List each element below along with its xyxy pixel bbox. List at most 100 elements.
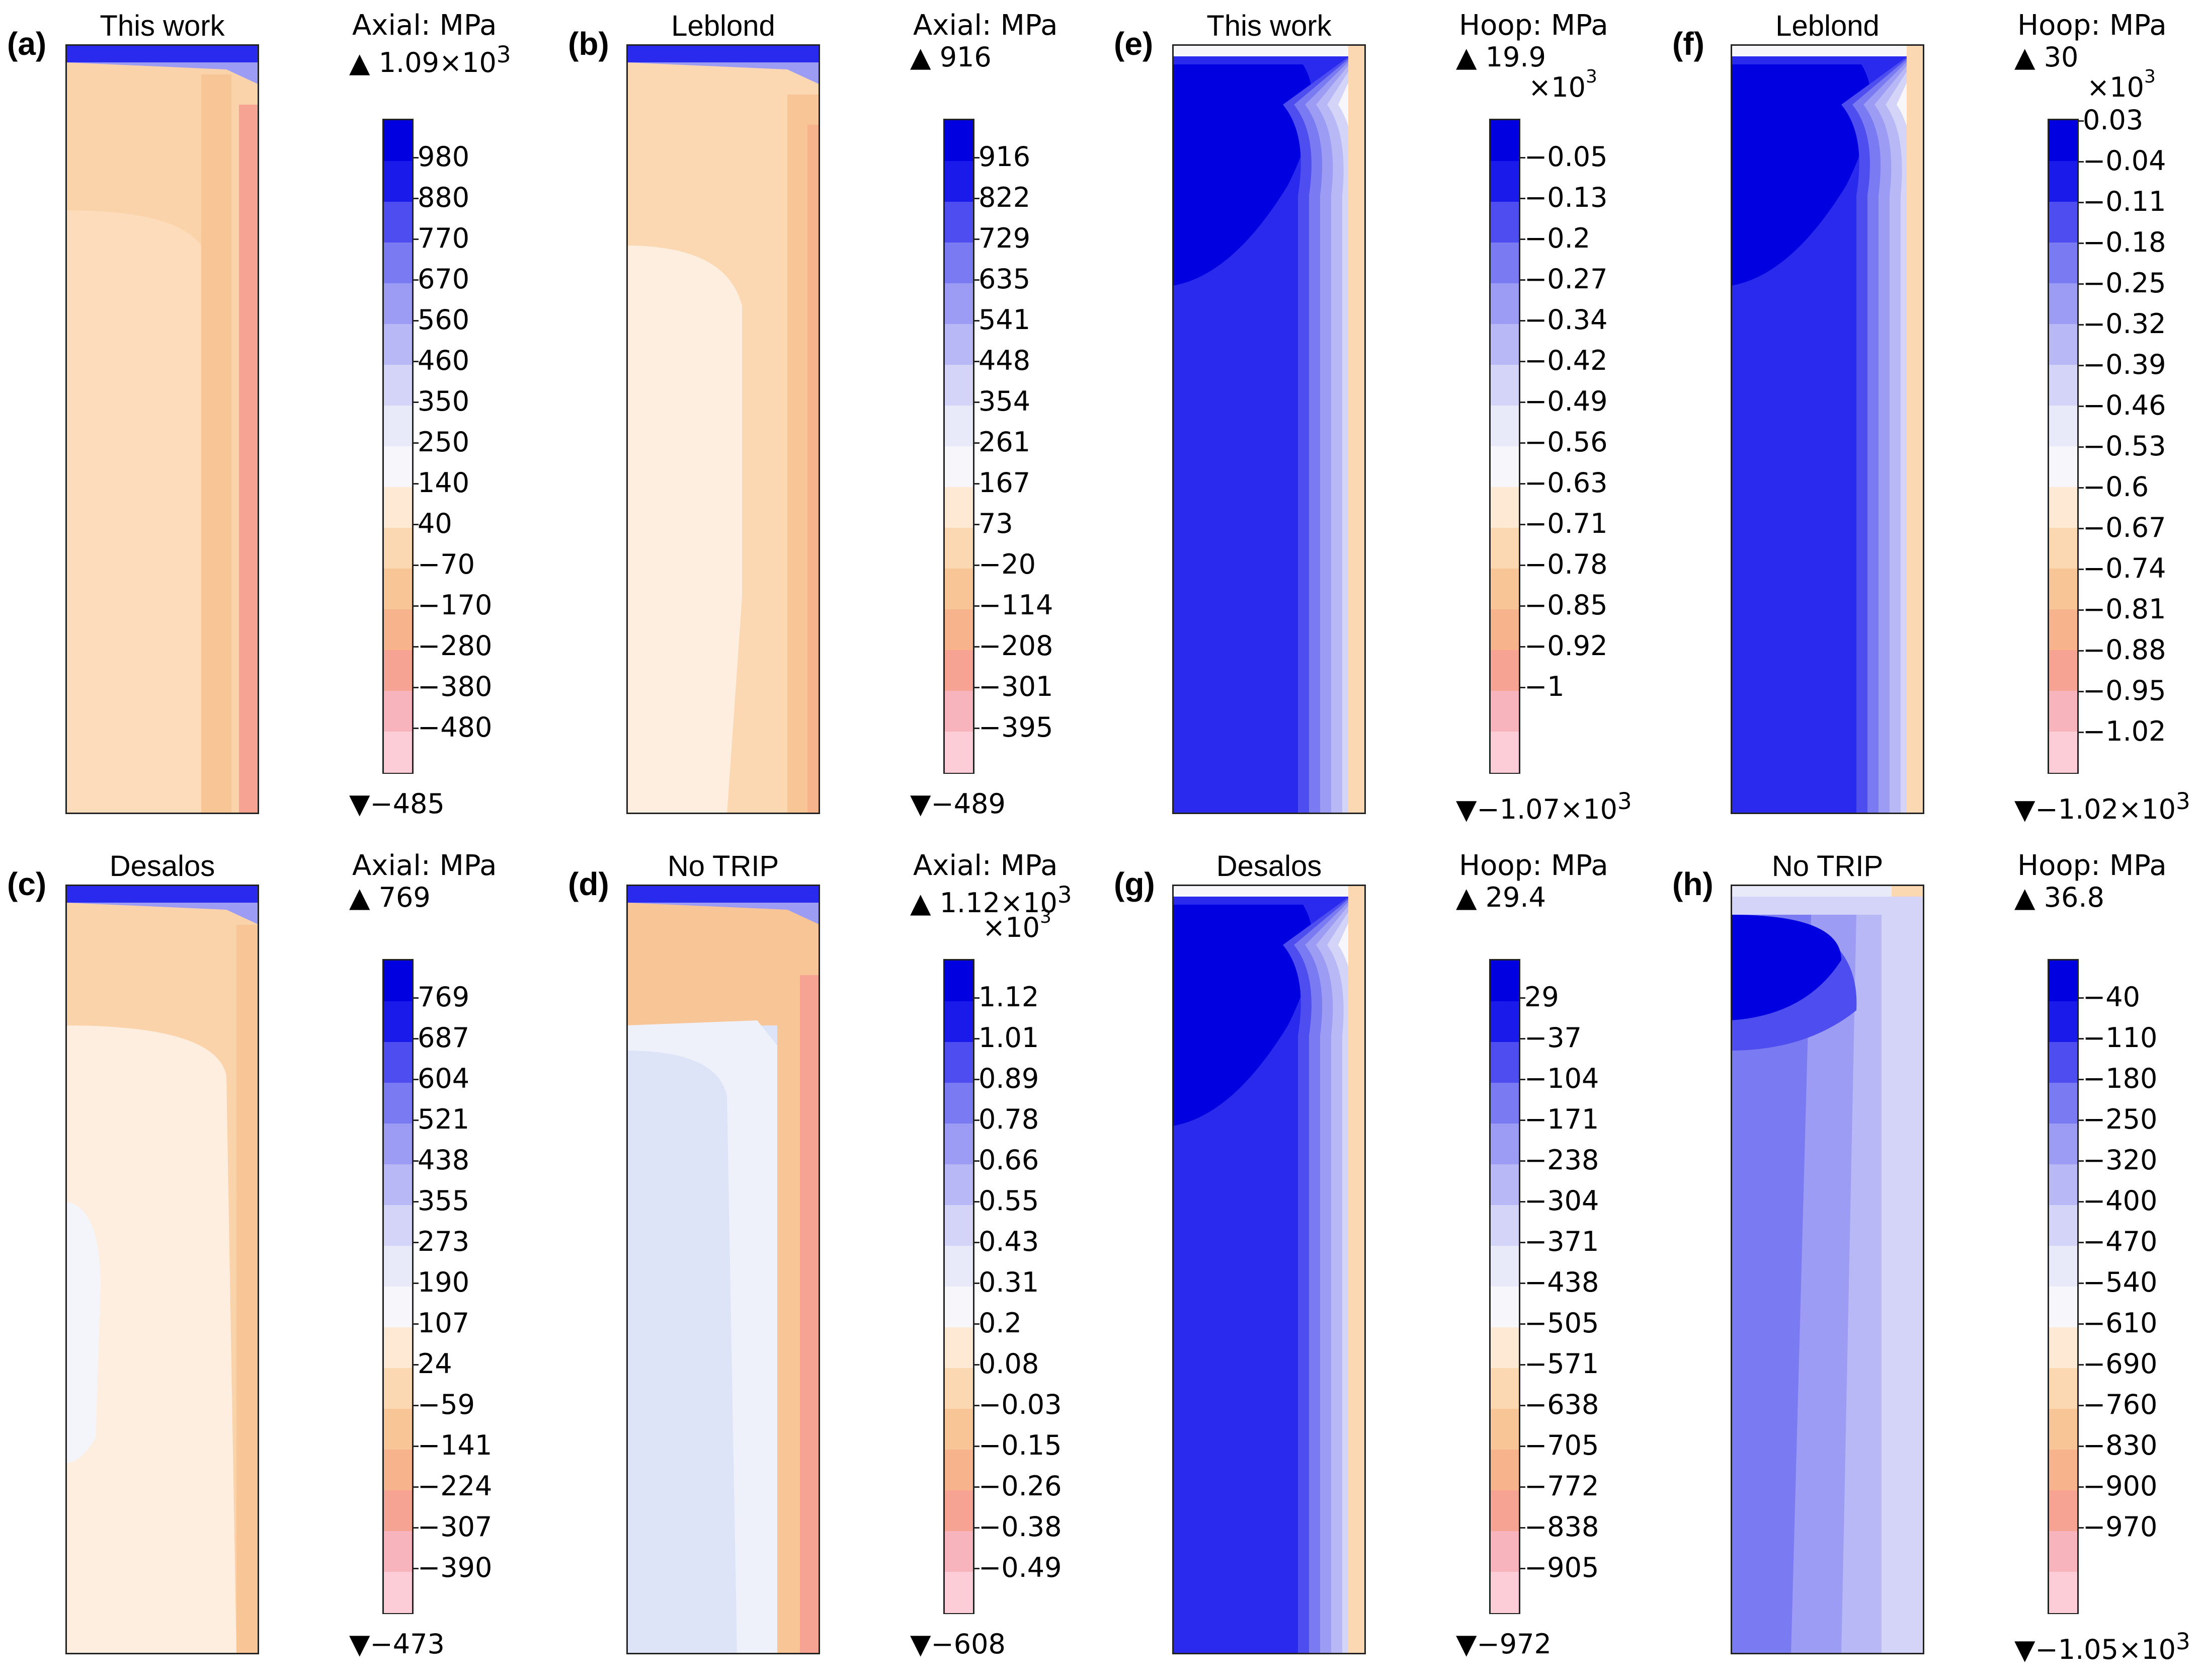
colorbar-tick-mark [2078,650,2084,652]
min-value-text: −489 [931,788,1006,820]
colorbar-segment [945,202,973,243]
multiplier-text: ×10 [1528,71,1586,103]
colorbar-tick-mark [2078,243,2084,244]
colorbar-tick-label: 24 [418,1347,452,1380]
colorbar-segment [1491,1124,1519,1165]
colorbar-tick-label: −610 [2083,1307,2158,1339]
colorbar-tick-mark [1519,1364,1525,1366]
colorbar-tick-mark [973,1160,980,1162]
colorbar-segment [2049,1327,2077,1369]
colorbar-segment [945,1205,973,1246]
colorbar-tick-label: −0.11 [2083,186,2166,217]
legend-max-value: ▲ 769 [349,882,431,913]
colorbar-tick-label: −301 [979,670,1053,702]
colorbar-tick-label: −772 [1524,1470,1599,1502]
colorbar-tick-label: 1.12 [979,981,1039,1013]
colorbar-tick-mark [973,1282,980,1284]
panel-h: (h) No TRIP Hoop: MPa ▲ 36.8 −40 −110 −180 −250… [1665,840,2201,1680]
colorbar-segment [2049,569,2077,610]
colorbar-tick-label: −0.42 [1524,344,1608,376]
max-value-text: 29.4 [1485,882,1546,913]
colorbar-tick-mark [2078,1404,2084,1406]
colorbar-segment [1491,569,1519,610]
contour-fill [65,885,259,1654]
legend-max-value: ▲ 29.4 [1456,882,1546,913]
colorbar-segment [384,1490,412,1532]
colorbar-segment [384,1246,412,1287]
colorbar-tick-mark [2078,1201,2084,1203]
contour-fill [626,44,820,814]
colorbar-segment [2049,324,2077,365]
colorbar-tick-label: 604 [418,1062,470,1094]
colorbar-tick-mark [973,1323,980,1325]
colorbar-tick-label: −0.81 [2083,593,2166,625]
colorbar-segment [1491,1572,1519,1613]
colorbar-segment [2049,161,2077,202]
colorbar-segment [2049,1083,2077,1124]
legend-title: Axial: MPa [352,849,497,882]
colorbar-tick-label: −380 [418,670,493,702]
min-value-text: −473 [370,1628,445,1660]
colorbar-tick-mark [973,1486,980,1488]
colorbar-tick-label: 1.01 [979,1021,1039,1054]
colorbar-segment [384,161,412,202]
colorbar-tick-label: −114 [979,589,1053,621]
colorbar-segment [2049,1124,2077,1165]
colorbar-tick-label: −0.6 [2083,471,2149,503]
colorbar-tick-label: 0.2 [979,1307,1022,1339]
colorbar-tick-label: 687 [418,1021,470,1054]
legend-title: Hoop: MPa [1459,849,1608,882]
max-value-text: 769 [378,882,431,913]
panel-title: Leblond [1775,10,1880,42]
colorbar-tick-label: −905 [1524,1551,1599,1583]
colorbar-segment [1491,1531,1519,1572]
plot-border [626,885,820,1654]
colorbar [1489,119,1520,774]
colorbar-tick-label: −0.49 [1524,385,1608,417]
colorbar-tick-mark [413,564,419,566]
colorbar-segment [384,243,412,284]
colorbar-segment [384,283,412,325]
colorbar-segment [1491,1083,1519,1124]
colorbar-segment [945,243,973,284]
colorbar-segment [2049,1246,2077,1287]
colorbar-segment [384,1572,412,1613]
colorbar-segment [1491,1205,1519,1246]
colorbar-segment [2049,1409,2077,1450]
colorbar-segment [1491,120,1519,162]
panel-title: No TRIP [667,850,779,883]
colorbar-tick-label: 190 [418,1266,470,1298]
colorbar-tick-mark [1519,564,1525,566]
colorbar-tick-label: 355 [418,1184,470,1217]
colorbar-tick-label: 167 [979,466,1031,499]
max-triangle-icon: ▲ [910,887,940,919]
colorbar-segment [2049,365,2077,406]
colorbar-tick-mark [413,1160,419,1162]
panel-letter: (a) [7,26,47,62]
legend-title: Axial: MPa [913,9,1058,42]
colorbar-tick-mark [413,156,419,158]
colorbar-segment [945,161,973,202]
max-value-text: 916 [939,41,992,73]
min-exponent: 3 [2175,1628,2190,1655]
colorbar-tick-mark [2078,609,2084,611]
colorbar-segment [1491,650,1519,691]
colorbar-tick-mark [1519,1160,1525,1162]
colorbar-tick-label: −0.03 [979,1388,1062,1420]
colorbar-tick-label: 0.08 [979,1347,1039,1380]
colorbar-segment [2049,650,2077,691]
colorbar-tick-label: −0.34 [1524,303,1608,336]
panel-letter: (c) [7,866,47,902]
contour-fill [626,885,820,1654]
colorbar-tick-label: −0.88 [2083,634,2166,666]
colorbar-segment [2049,1042,2077,1083]
colorbar-segment [384,1083,412,1124]
colorbar-tick-mark [2078,997,2084,999]
colorbar-segment [945,1531,973,1572]
colorbar-tick-mark [2078,1078,2084,1080]
colorbar-segment [1491,446,1519,488]
colorbar-segment [945,487,973,528]
colorbar-segment [384,487,412,528]
colorbar-segment [384,120,412,162]
colorbar-segment [2049,446,2077,488]
